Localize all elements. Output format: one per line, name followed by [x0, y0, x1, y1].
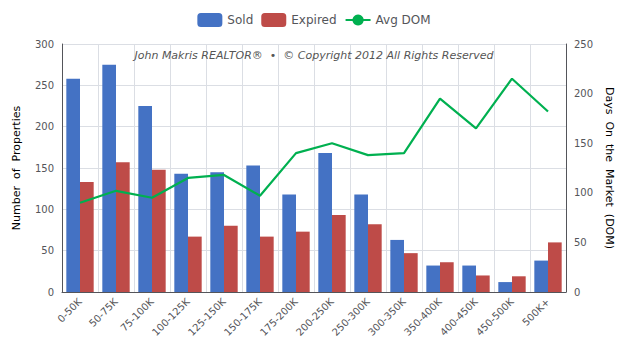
svg-text:Sold: Sold	[227, 13, 253, 27]
svg-text:Avg DOM: Avg DOM	[376, 13, 431, 27]
svg-text:John Makris REALTOR® • © Cop: John Makris REALTOR® • © Copyright 2012 …	[132, 49, 494, 62]
svg-text:500K+: 500K+	[520, 296, 552, 328]
svg-text:0: 0	[48, 287, 54, 298]
svg-text:100-125K: 100-125K	[150, 296, 192, 338]
svg-text:350-400K: 350-400K	[402, 296, 444, 338]
svg-text:200: 200	[574, 88, 593, 99]
svg-text:200: 200	[35, 121, 54, 132]
svg-text:100: 100	[35, 204, 54, 215]
svg-text:Expired: Expired	[291, 13, 336, 27]
svg-text:175-200K: 175-200K	[258, 296, 300, 338]
svg-text:200-250K: 200-250K	[294, 296, 336, 338]
svg-text:250: 250	[35, 80, 54, 91]
svg-text:150: 150	[35, 163, 54, 174]
svg-text:Days On the Market (DOM): Days On the Market (DOM)	[603, 87, 616, 249]
svg-text:Number of Properties: Number of Properties	[10, 106, 23, 231]
svg-text:300: 300	[35, 39, 54, 50]
svg-text:150: 150	[574, 138, 593, 149]
svg-text:75-100K: 75-100K	[118, 296, 156, 334]
svg-text:50: 50	[41, 245, 54, 256]
svg-text:250-300K: 250-300K	[330, 296, 372, 338]
svg-text:150-175K: 150-175K	[222, 296, 264, 338]
svg-text:250: 250	[574, 39, 593, 50]
svg-text:125-150K: 125-150K	[186, 296, 228, 338]
svg-text:100: 100	[574, 187, 593, 198]
svg-text:300-350K: 300-350K	[366, 296, 408, 338]
svg-text:400-450K: 400-450K	[438, 296, 480, 338]
svg-text:0: 0	[574, 287, 580, 298]
svg-text:450-500K: 450-500K	[474, 296, 516, 338]
svg-text:0-50K: 0-50K	[55, 296, 84, 325]
svg-text:50-75K: 50-75K	[87, 296, 120, 329]
svg-text:50: 50	[574, 237, 587, 248]
